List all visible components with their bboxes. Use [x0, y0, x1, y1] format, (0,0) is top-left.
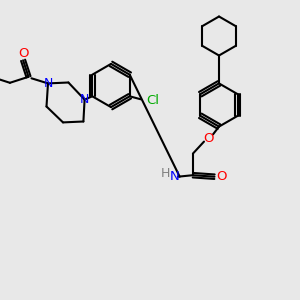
Text: N: N — [80, 93, 89, 106]
Text: N: N — [169, 170, 179, 183]
Text: H: H — [160, 167, 170, 180]
Text: Cl: Cl — [146, 94, 159, 107]
Text: O: O — [18, 47, 28, 60]
Text: N: N — [43, 77, 53, 90]
Text: O: O — [203, 131, 214, 145]
Text: O: O — [216, 170, 226, 183]
